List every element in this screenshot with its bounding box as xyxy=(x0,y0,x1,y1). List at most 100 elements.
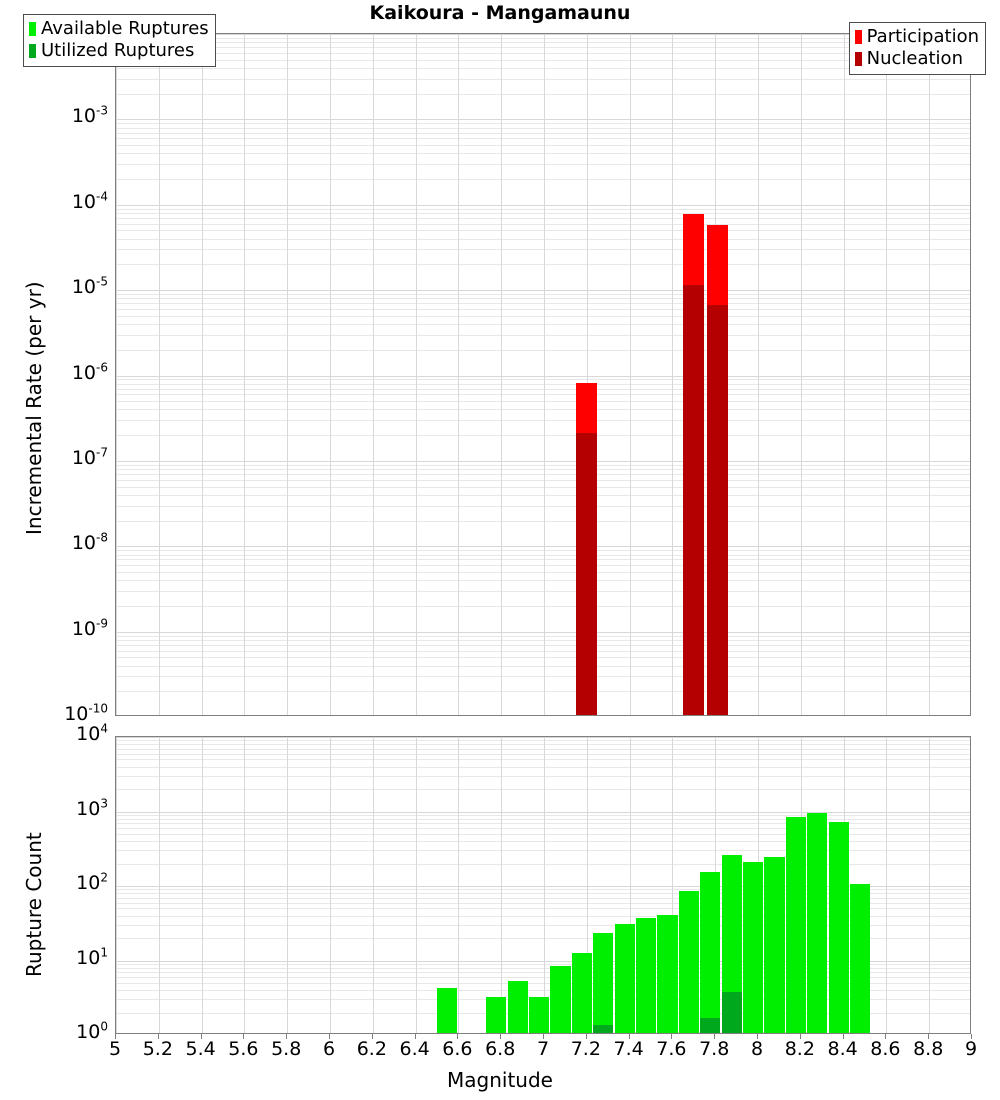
gridline-minor xyxy=(116,420,970,421)
gridline-vertical xyxy=(501,34,502,715)
utilized-ruptures-bar xyxy=(700,1017,721,1033)
available-ruptures-bar xyxy=(550,965,571,1033)
gridline-minor xyxy=(116,213,970,214)
available-ruptures-bar xyxy=(571,952,592,1033)
gridline-vertical xyxy=(544,737,545,1033)
gridline-vertical xyxy=(244,34,245,715)
gridline-minor xyxy=(116,744,970,745)
gridline-minor xyxy=(116,239,970,240)
gridline-minor xyxy=(116,409,970,410)
x-tick-mark xyxy=(286,1034,288,1039)
x-tick-mark xyxy=(671,1034,673,1039)
nucleation-bar xyxy=(706,305,729,715)
x-tick-mark xyxy=(799,1034,801,1039)
gridline-minor xyxy=(116,841,970,842)
gridline-minor xyxy=(116,823,970,824)
utilized-ruptures-bar xyxy=(721,991,742,1033)
x-tick-label: 8.4 xyxy=(827,1038,858,1060)
legend-swatch-icon xyxy=(854,52,862,66)
gridline-vertical xyxy=(672,34,673,715)
gridline-minor xyxy=(116,850,970,851)
bottom-y-tick-label: 102 xyxy=(76,870,108,894)
gridline-minor xyxy=(116,925,970,926)
gridline-minor xyxy=(116,230,970,231)
page-title: Kaikoura - Mangamaunu xyxy=(369,2,631,24)
gridline-vertical xyxy=(287,34,288,715)
x-tick-label: 5.6 xyxy=(228,1038,259,1060)
gridline-vertical xyxy=(116,34,117,715)
legend-swatch-icon xyxy=(29,22,36,36)
top-legend-row: Participation xyxy=(854,26,979,48)
gridline-minor xyxy=(116,218,970,219)
top-y-tick-label: 10-4 xyxy=(71,189,108,213)
gridline-minor xyxy=(116,666,970,667)
available-ruptures-bar xyxy=(507,980,528,1033)
x-tick-mark xyxy=(115,1034,116,1039)
x-tick-mark xyxy=(971,1034,972,1039)
x-tick-label: 7.4 xyxy=(613,1038,644,1060)
gridline-minor xyxy=(116,123,970,124)
gridline-vertical xyxy=(458,34,459,715)
gridline-vertical xyxy=(801,34,802,715)
legend-swatch-icon xyxy=(29,44,36,58)
gridline-minor xyxy=(116,657,970,658)
gridline-minor xyxy=(116,759,970,760)
bottom-plot-bars xyxy=(116,737,970,1033)
x-tick-mark xyxy=(243,1034,245,1039)
gridline-minor xyxy=(116,640,970,641)
x-tick-mark xyxy=(414,1034,416,1039)
gridline-major xyxy=(116,376,970,377)
legend-label: Participation xyxy=(866,26,979,47)
top-y-tick-label: 10-5 xyxy=(71,274,108,299)
gridline-vertical xyxy=(116,737,117,1033)
gridline-minor xyxy=(116,908,970,909)
x-tick-mark xyxy=(757,1034,758,1039)
available-ruptures-bar xyxy=(764,857,785,1033)
gridline-vertical xyxy=(587,34,588,715)
x-tick-label: 5.8 xyxy=(271,1038,302,1060)
gridline-vertical xyxy=(159,737,160,1033)
top-y-tick-label: 10-8 xyxy=(71,530,108,555)
x-tick-label: 8.8 xyxy=(913,1038,944,1060)
gridline-minor xyxy=(116,767,970,768)
gridline-minor xyxy=(116,264,970,265)
gridline-minor xyxy=(116,606,970,607)
gridline-minor xyxy=(116,580,970,581)
gridline-minor xyxy=(116,469,970,470)
gridline-major xyxy=(116,886,970,887)
x-tick-mark xyxy=(200,1034,202,1039)
bottom-y-tick-label: 103 xyxy=(76,796,108,820)
gridline-minor xyxy=(116,828,970,829)
gridline-minor xyxy=(116,68,970,69)
bottom-legend-row: Available Ruptures xyxy=(29,18,209,40)
gridline-vertical xyxy=(929,34,930,715)
gridline-minor xyxy=(116,903,970,904)
top-plot-legend: Participation Nucleation xyxy=(848,22,986,75)
gridline-major xyxy=(116,205,970,206)
gridline-vertical xyxy=(244,737,245,1033)
bottom-plot-y-axis-label: Rupture Count xyxy=(22,832,46,977)
gridline-minor xyxy=(116,776,970,777)
gridline-vertical xyxy=(416,34,417,715)
gridline-minor xyxy=(116,53,970,54)
legend-swatch-icon xyxy=(854,30,862,44)
top-plot-y-axis-label: Incremental Rate (per yr) xyxy=(22,281,46,535)
x-tick-label: 5.2 xyxy=(142,1038,173,1060)
gridline-vertical xyxy=(287,737,288,1033)
gridline-minor xyxy=(116,834,970,835)
gridline-minor xyxy=(116,749,970,750)
gridline-minor xyxy=(116,209,970,210)
gridline-minor xyxy=(116,636,970,637)
gridline-minor xyxy=(116,138,970,139)
gridline-minor xyxy=(116,389,970,390)
gridline-minor xyxy=(116,898,970,899)
available-ruptures-bar xyxy=(657,915,678,1033)
top-legend-row: Nucleation xyxy=(854,48,979,70)
available-ruptures-bar xyxy=(743,862,764,1033)
gridline-minor xyxy=(116,889,970,890)
gridline-minor xyxy=(116,401,970,402)
gridline-minor xyxy=(116,179,970,180)
available-ruptures-bar xyxy=(529,997,550,1033)
gridline-vertical xyxy=(544,34,545,715)
gridline-minor xyxy=(116,819,970,820)
